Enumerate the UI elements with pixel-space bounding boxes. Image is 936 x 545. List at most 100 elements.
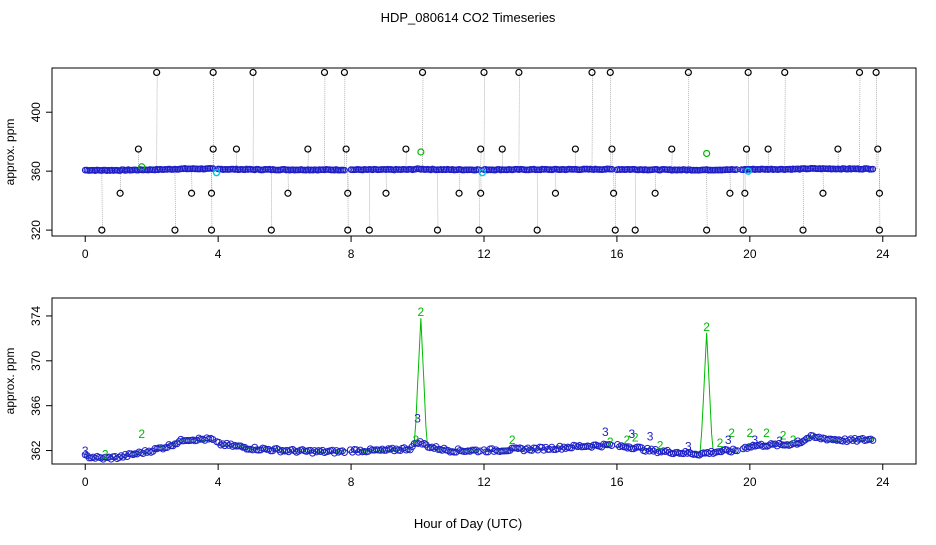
top-outlier-point: [741, 189, 749, 197]
bottom-level2-marker: 2: [728, 426, 735, 440]
top-outlier-point: [872, 68, 880, 77]
bottom-data-point: [209, 436, 217, 444]
top-outlier-point: [475, 226, 483, 234]
top-outlier-point: [609, 189, 618, 197]
top-outlier-point: [344, 189, 352, 197]
top-outlier-connector: [671, 149, 673, 170]
bottom-data-point: [173, 440, 181, 448]
bottom-data-point: [115, 454, 123, 462]
top-x-tick-label: 4: [215, 247, 222, 261]
chart-title: HDP_080614 CO2 Timeseries: [381, 10, 556, 25]
top-outlier-connector: [614, 169, 617, 231]
top-y-tick-label: 320: [29, 220, 43, 240]
bottom-level3-marker: 3: [725, 433, 732, 447]
top-outlier-connector: [706, 169, 708, 231]
top-outlier-point: [365, 226, 373, 234]
bottom-data-point: [440, 444, 448, 452]
bottom-level3-marker: 3: [82, 444, 89, 458]
top-outlier-point: [588, 68, 596, 77]
top-outlier-point: [207, 226, 216, 234]
bottom-spike-label: 2: [418, 305, 425, 319]
top-outlier-point: [611, 226, 619, 234]
bottom-y-tick-label: 374: [29, 306, 43, 326]
bottom-level3-marker: 3: [629, 427, 636, 441]
top-outlier-point: [284, 189, 292, 197]
top-outlier-point: [267, 226, 275, 234]
top-outlier-connector: [859, 72, 861, 169]
top-outlier-point: [834, 145, 842, 153]
top-y-tick-label: 400: [29, 102, 43, 122]
bottom-level3-marker: 3: [751, 433, 758, 447]
bottom-data-point: [472, 446, 480, 454]
top-level1-point: [138, 163, 146, 171]
top-outlier-point: [171, 226, 179, 234]
top-outlier-connector: [437, 169, 439, 231]
top-outlier-point: [742, 145, 751, 153]
bottom-level2-marker: 2: [790, 433, 797, 447]
top-outlier-point: [480, 68, 488, 77]
bottom-y-tick-label: 366: [29, 395, 43, 415]
top-outlier-point: [98, 226, 106, 234]
top-outlier-connector: [536, 169, 538, 231]
top-outlier-connector: [211, 168, 213, 194]
bottom-data-point: [761, 442, 769, 450]
top-outlier-point: [153, 68, 161, 77]
bottom-level2-marker: 2: [607, 435, 614, 449]
top-outlier-point: [606, 68, 614, 77]
bottom-y-axis-label: approx. ppm: [3, 348, 17, 415]
bottom-y-tick-label: 370: [29, 350, 43, 370]
bottom-data-point: [739, 445, 747, 453]
top-outlier-point: [209, 68, 217, 77]
bottom-data-point: [167, 442, 175, 450]
top-outlier-point: [744, 68, 752, 77]
bottom-level2-marker: 2: [138, 427, 145, 441]
bottom-data-point: [550, 446, 558, 454]
bottom-data-point: [340, 449, 348, 457]
bottom-x-tick-label: 12: [477, 475, 491, 489]
top-outlier-point: [874, 145, 882, 153]
bottom-data-point: [169, 442, 177, 450]
bottom-data-point: [223, 439, 231, 447]
top-outlier-connector: [191, 168, 193, 194]
bottom-x-tick-label: 8: [348, 475, 355, 489]
top-outlier-connector: [875, 72, 877, 169]
top-outlier-point: [116, 189, 124, 197]
top-outlier-point: [344, 226, 352, 234]
top-outlier-point: [134, 145, 142, 153]
top-outlier-point: [433, 226, 442, 234]
top-outlier-point: [571, 145, 579, 153]
top-x-tick-label: 0: [82, 247, 89, 261]
top-data-point: [869, 165, 877, 173]
bottom-data-point: [267, 447, 275, 455]
top-outlier-point: [232, 145, 241, 153]
bottom-level3-marker: 3: [602, 425, 609, 439]
top-outlier-point: [207, 189, 216, 197]
x-axis-label: Hour of Day (UTC): [414, 516, 522, 531]
top-outlier-connector: [324, 72, 326, 170]
top-outlier-connector: [483, 72, 485, 170]
top-outlier-point: [498, 145, 506, 153]
bottom-data-point: [729, 445, 737, 453]
bottom-level2-marker: 2: [624, 433, 631, 447]
top-outlier-connector: [613, 169, 615, 194]
bottom-level2-marker: 2: [413, 433, 420, 447]
top-outlier-point: [515, 68, 523, 77]
bottom-data-point: [867, 435, 875, 443]
top-outlier-point: [402, 145, 410, 153]
top-outlier-point: [799, 226, 807, 234]
top-outlier-connector: [307, 149, 309, 170]
bottom-level3-marker: 3: [795, 435, 802, 449]
top-level2-point: [212, 168, 221, 177]
top-y-tick-label: 360: [29, 161, 43, 181]
bottom-data-point: [99, 455, 107, 463]
top-outlier-point: [187, 189, 196, 197]
top-outlier-connector: [609, 72, 612, 170]
bottom-x-tick-label: 24: [876, 475, 890, 489]
bottom-x-tick-label: 0: [82, 475, 89, 489]
top-outlier-connector: [879, 168, 881, 194]
top-outlier-point: [304, 145, 312, 153]
top-x-tick-label: 8: [348, 247, 355, 261]
top-level2-point: [744, 167, 752, 175]
